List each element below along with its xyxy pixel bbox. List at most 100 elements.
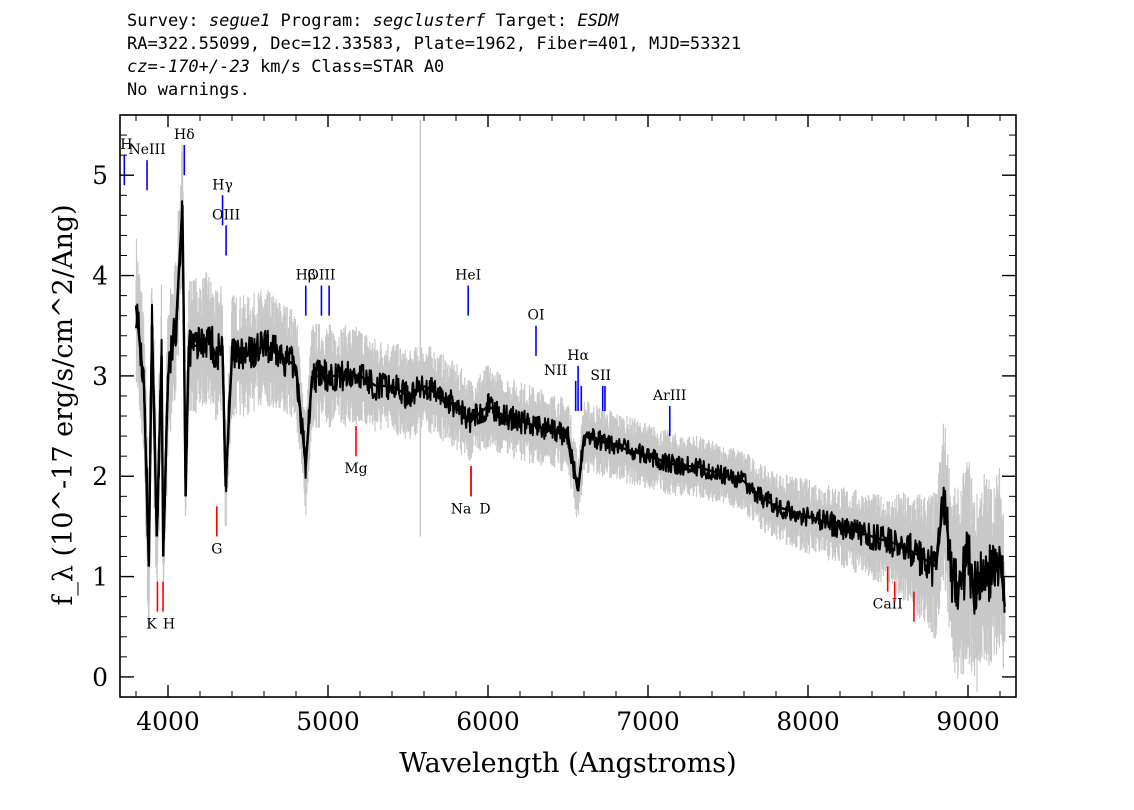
flux-segment — [903, 545, 921, 558]
line-label: ArIII — [652, 388, 686, 404]
flux-segment — [224, 355, 234, 487]
flux-segment — [206, 335, 218, 357]
flux-segment — [998, 556, 1006, 607]
flux-segment — [934, 496, 946, 567]
x-tick-label: 5000 — [296, 707, 360, 736]
flux-segment — [942, 496, 954, 577]
flux-segment — [583, 434, 601, 443]
flux-segment — [791, 510, 809, 518]
line-label: K — [146, 617, 157, 633]
line-label: OIII — [212, 207, 240, 223]
line-label: Mg — [344, 461, 367, 477]
x-tick-label: 9000 — [936, 707, 1000, 736]
header-survey-part: Program: — [270, 11, 373, 31]
flux-segment — [743, 480, 761, 498]
line-label: NII — [544, 363, 567, 379]
line-label: NeIII — [128, 142, 165, 158]
flux-segment — [759, 495, 777, 508]
flux-segment — [631, 450, 649, 458]
header-line-survey: Survey: segue1 Program: segclusterf Targ… — [127, 10, 741, 33]
flux-segment — [199, 335, 209, 347]
flux-segment — [823, 520, 841, 528]
flux-segment — [294, 365, 307, 467]
flux-segment — [599, 439, 617, 448]
flux-segment — [887, 540, 905, 548]
flux-segment — [134, 305, 146, 387]
flux-segment — [551, 429, 569, 438]
flux-segment — [535, 424, 553, 433]
header-redshift-part: km/s Class=STAR A0 — [249, 57, 445, 77]
line-label: SII — [590, 368, 611, 384]
flux-segment — [775, 505, 793, 513]
x-tick-label: 4000 — [136, 707, 200, 736]
flux-segment — [576, 435, 586, 492]
flux-segment — [279, 354, 297, 367]
flux-layer — [134, 200, 1006, 615]
line-label: H — [120, 137, 132, 153]
line-label: D — [479, 501, 490, 517]
flux-segment — [919, 555, 937, 568]
header-survey-part: segclusterf — [372, 11, 486, 31]
flux-segment — [221, 345, 227, 487]
plot-frame — [119, 114, 1017, 698]
x-tick-label: 8000 — [776, 707, 840, 736]
y-tick-label: 3 — [92, 362, 108, 391]
flux-segment — [855, 530, 873, 538]
y-tick-label: 4 — [92, 262, 108, 291]
flux-segment — [147, 325, 154, 567]
x-tick-label: 7000 — [616, 707, 680, 736]
y-tick-label: 1 — [92, 563, 108, 592]
flux-segment — [711, 470, 729, 478]
flux-segment — [974, 566, 986, 597]
spectrum-header: Survey: segue1 Program: segclusterf Targ… — [127, 10, 741, 102]
flux-segment — [423, 384, 441, 397]
flux-line — [135, 200, 1006, 615]
flux-segment — [487, 404, 505, 418]
flux-segment — [807, 515, 825, 523]
flux-segment — [663, 460, 681, 468]
axes-layer: 4000 5000 6000 7000 8000 9000 0 1 2 3 4 5 — [92, 114, 1017, 736]
flux-segment — [871, 535, 889, 543]
flux-segment — [839, 525, 857, 533]
header-survey-part: ESDM — [577, 11, 619, 31]
flux-segment — [951, 575, 961, 588]
x-axis-title: Wavelength (Angstroms) — [399, 748, 736, 779]
flux-segment — [304, 375, 314, 467]
line-label: CaII — [873, 597, 903, 613]
flux-segment — [181, 205, 186, 336]
flux-segment — [455, 405, 472, 422]
flux-segment — [150, 325, 158, 537]
flux-segment — [958, 556, 970, 587]
line-label: Hγ — [212, 177, 233, 193]
line-label: OIII — [307, 268, 335, 284]
flux-segment — [983, 565, 993, 578]
flux-segment — [184, 345, 190, 497]
flux-segment — [166, 325, 178, 377]
header-line-coordinates: RA=322.55099, Dec=12.33583, Plate=1962, … — [127, 34, 742, 54]
flux-segment — [990, 556, 1002, 578]
y-axis-title: f_λ (10^-17 erg/s/cm^2/Ang) — [48, 204, 79, 605]
flux-segment — [695, 465, 713, 473]
line-label: Hα — [567, 348, 589, 364]
header-redshift-part: cz=-170+/-23 — [127, 57, 250, 77]
flux-segment — [469, 405, 489, 422]
flux-segment — [247, 344, 265, 357]
line-label: HeI — [455, 268, 481, 284]
flux-segment — [439, 394, 457, 408]
flux-segment — [359, 374, 377, 387]
header-line-redshift: cz=-170+/-23 km/s Class=STAR A0 — [127, 56, 741, 79]
flux-segment — [727, 475, 745, 483]
line-label: Na — [451, 501, 472, 517]
flux-segment — [519, 419, 537, 428]
y-tick-label: 5 — [92, 161, 108, 190]
line-label: H — [163, 617, 175, 633]
flux-segment — [615, 444, 633, 453]
flux-segment — [503, 414, 521, 423]
line-label: Hβ — [296, 268, 316, 284]
line-label: Hδ — [174, 127, 195, 143]
flux-segment — [647, 455, 665, 463]
header-survey-part: segue1 — [208, 11, 271, 31]
flux-segment — [162, 375, 170, 557]
